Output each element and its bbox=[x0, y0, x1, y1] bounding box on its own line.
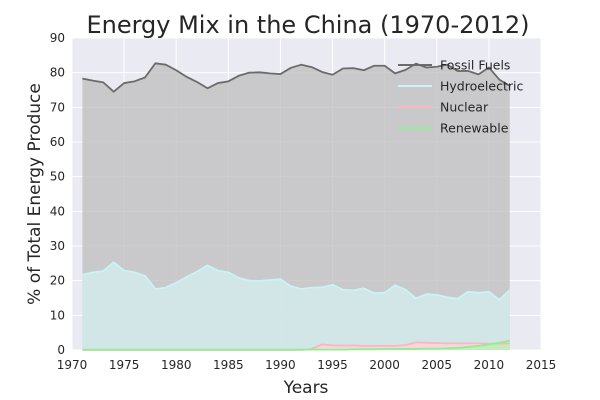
y-axis-ticks: 0 10 20 30 40 50 60 70 80 90 bbox=[50, 31, 65, 357]
legend-label-hydroelectric: Hydroelectric bbox=[440, 79, 523, 94]
y-tick-label: 10 bbox=[50, 308, 65, 322]
y-tick-label: 50 bbox=[50, 170, 65, 184]
y-tick-label: 30 bbox=[50, 239, 65, 253]
x-tick-label: 1980 bbox=[161, 358, 192, 372]
y-tick-label: 40 bbox=[50, 204, 65, 218]
line-hydroelectric bbox=[82, 261, 511, 301]
x-tick-label: 1995 bbox=[317, 358, 348, 372]
x-tick-label: 1990 bbox=[265, 358, 296, 372]
legend-label-fossil-fuels: Fossil Fuels bbox=[440, 58, 510, 73]
area-renewable bbox=[82, 340, 510, 350]
x-tick-label: 1985 bbox=[213, 358, 244, 372]
legend-label-renewable: Renewable bbox=[440, 121, 509, 136]
series-lines bbox=[82, 62, 511, 351]
area-hydroelectric bbox=[82, 262, 510, 350]
line-renewable bbox=[82, 339, 510, 351]
x-tick-label: 2015 bbox=[526, 358, 557, 372]
series-areas bbox=[82, 63, 510, 351]
x-tick-label: 1975 bbox=[109, 358, 140, 372]
y-tick-label: 90 bbox=[50, 31, 65, 45]
x-tick-label: 1970 bbox=[57, 358, 88, 372]
y-tick-label: 60 bbox=[50, 135, 65, 149]
x-tick-label: 2010 bbox=[474, 358, 505, 372]
chart-title: Energy Mix in the China (1970-2012) bbox=[86, 11, 529, 39]
y-tick-label: 20 bbox=[50, 274, 65, 288]
x-axis-ticks: 1970 1975 1980 1985 1990 1995 2000 2005 2010 2015 bbox=[57, 358, 557, 372]
x-tick-label: 2000 bbox=[369, 358, 400, 372]
x-tick-label: 2005 bbox=[422, 358, 453, 372]
y-tick-label: 70 bbox=[50, 100, 65, 114]
line-fossil-fuels bbox=[82, 62, 511, 93]
y-tick-label: 0 bbox=[57, 343, 65, 357]
y-tick-label: 80 bbox=[50, 66, 65, 80]
legend-label-nuclear: Nuclear bbox=[440, 100, 489, 115]
legend: Fossil Fuels Hydroelectric Nuclear Renewabl… bbox=[398, 58, 523, 136]
x-axis-label: Years bbox=[283, 378, 329, 398]
y-axis-label: % of Total Energy Produce bbox=[25, 83, 45, 305]
